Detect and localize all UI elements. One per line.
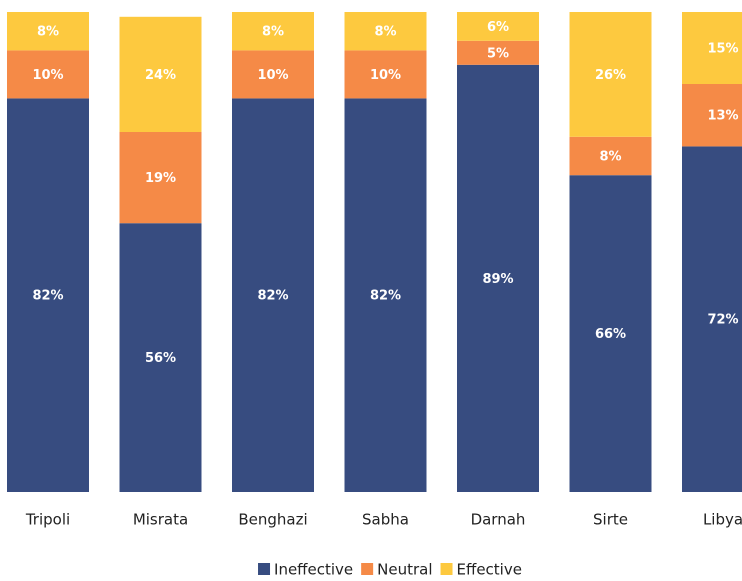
bar-segment [457,40,539,65]
value-label: 10% [370,68,401,83]
bar-segment [232,98,314,493]
value-label: 10% [32,68,63,83]
bar-segment [119,132,202,224]
value-label: 89% [482,272,513,287]
value-label: 13% [707,109,738,124]
legend-label: Ineffective [274,561,353,579]
value-label: 24% [145,68,176,83]
x-tick-label: Libya [703,511,742,529]
legend-label: Neutral [377,561,432,579]
bar-segment [344,50,427,99]
bar-segment [682,146,742,492]
value-label: 26% [595,68,626,83]
bar-segment [569,136,652,176]
bar-segment [457,64,539,493]
value-label: 5% [487,46,509,61]
value-label: 8% [37,25,59,40]
bar-segment [682,12,742,84]
value-label: 8% [374,25,396,40]
x-tick-label: Sirte [593,511,628,529]
bar-segment [344,98,427,493]
value-label: 72% [707,313,738,328]
value-label: 82% [370,289,401,304]
bar-segment [344,12,427,51]
value-label: 66% [595,327,626,342]
x-tick-label: Misrata [133,511,188,529]
value-label: 8% [262,25,284,40]
value-label: 82% [257,289,288,304]
value-label: 8% [599,150,621,165]
value-label: 15% [707,42,738,57]
value-label: 6% [487,20,509,35]
bar-segment [119,223,202,492]
value-label: 56% [145,351,176,366]
x-tick-label: Sabha [362,511,409,529]
legend-swatch [440,563,453,575]
bar-segment [682,84,742,147]
bar-segment [7,50,89,99]
legend-swatch [361,563,374,575]
bar-segment [7,12,89,51]
legend-swatch [258,563,271,575]
x-tick-label: Benghazi [238,511,307,529]
bar-segment [232,12,314,51]
legend-label: Effective [457,561,522,579]
value-label: 82% [32,289,63,304]
bar-segment [569,175,652,492]
bar-segment [569,12,652,137]
x-tick-label: Tripoli [25,511,70,529]
bar-segment [7,98,89,493]
bar-segment [232,50,314,99]
value-label: 19% [145,171,176,186]
x-tick-label: Darnah [471,511,526,529]
bar-segment [457,12,539,41]
value-label: 10% [257,68,288,83]
bar-segment [119,16,202,132]
